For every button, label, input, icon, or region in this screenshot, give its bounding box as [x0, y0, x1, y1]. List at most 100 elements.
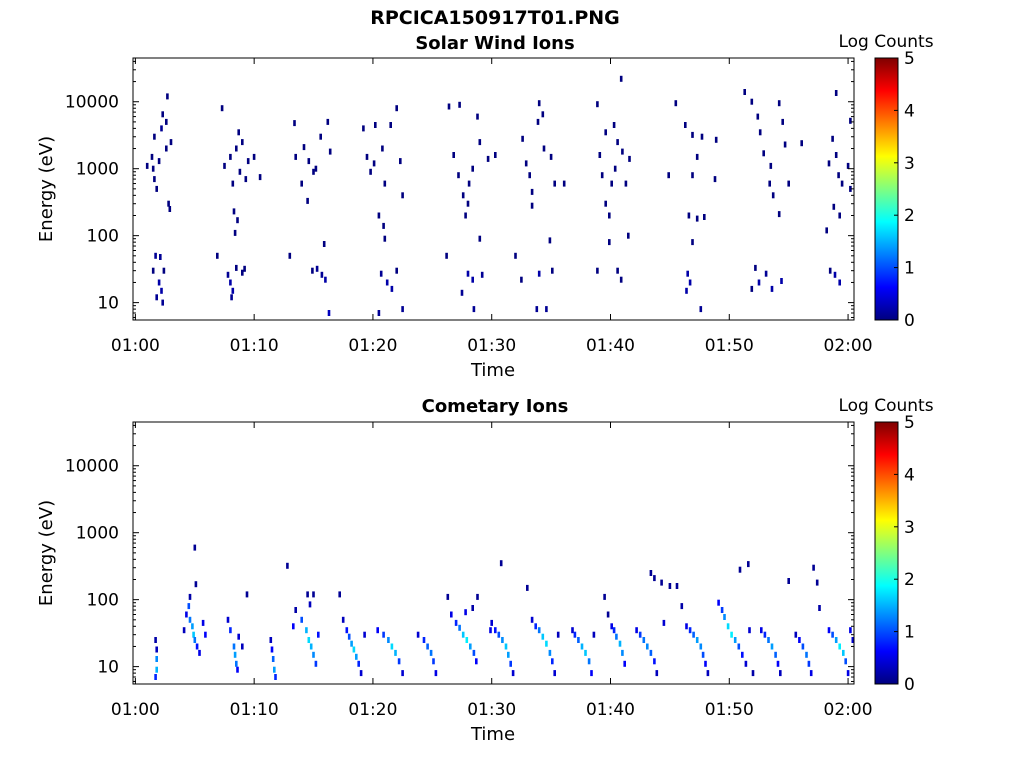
heatmap-cell [191, 623, 194, 630]
heatmap-cell [769, 162, 773, 169]
heatmap-cell [767, 637, 770, 643]
colorbar-tick-label: 5 [904, 413, 915, 433]
heatmap-cell [530, 188, 534, 195]
heatmap-cell [720, 607, 724, 613]
heatmap-cell [832, 203, 836, 210]
heatmap-cell [704, 660, 707, 667]
heatmap-cell [486, 155, 490, 162]
heatmap-cell [382, 631, 385, 638]
heatmap-cell [584, 649, 587, 656]
heatmap-cell [737, 643, 741, 650]
heatmap-cell [535, 306, 539, 313]
colorbar-tick-label: 5 [904, 49, 915, 69]
heatmap-cell [244, 176, 248, 183]
heatmap-cell [699, 643, 703, 650]
heatmap-cell [616, 267, 619, 274]
x-tick-label: 01:00 [111, 700, 160, 720]
heatmap-cell [434, 670, 438, 677]
heatmap-cell [312, 168, 315, 175]
heatmap-cell [794, 631, 798, 638]
heatmap-cell [231, 180, 235, 187]
heatmap-cell [520, 276, 523, 283]
heatmap-cell [494, 627, 497, 634]
heatmap-cell [603, 593, 606, 600]
heatmap-cell [394, 649, 397, 656]
plot-frame [132, 57, 855, 321]
heatmap-cell [840, 180, 844, 187]
heatmap-cell [834, 637, 838, 643]
heatmap-cell [472, 306, 476, 313]
heatmap-cell [800, 140, 803, 147]
heatmap-cell [537, 627, 541, 634]
heatmap-cell [341, 616, 345, 623]
heatmap-cell [480, 271, 484, 278]
heatmap-cell [416, 631, 420, 638]
heatmap-cell [596, 267, 599, 274]
heatmap-cell [294, 607, 297, 613]
heatmap-cell [399, 158, 402, 165]
heatmap-cell [185, 611, 188, 618]
heatmap-cell [471, 165, 474, 172]
heatmap-cell [390, 643, 394, 650]
heatmap-cell [390, 285, 394, 292]
heatmap-cell [827, 160, 831, 167]
x-tick-label: 01:50 [705, 336, 754, 356]
y-axis: 10 100 1000 10000 [65, 424, 854, 682]
heatmap-cell [241, 643, 244, 650]
heatmap-cell [514, 252, 517, 259]
heatmap-cell [293, 120, 296, 127]
heatmap-cell [590, 670, 593, 677]
heatmap-cell [524, 160, 528, 167]
heatmap-cell [204, 631, 207, 638]
heatmap-cell [507, 651, 510, 658]
heatmap-cell [553, 670, 556, 677]
heatmap-cell [475, 658, 478, 665]
heatmap-cell [624, 180, 628, 187]
x-tick-label: 02:00 [824, 700, 873, 720]
heatmap-cell [787, 578, 790, 584]
heatmap-cell [541, 633, 545, 640]
heatmap-cell [229, 627, 232, 634]
heatmap-cell [762, 150, 765, 157]
heatmap-cell [610, 180, 613, 187]
colorbar-tick-label: 2 [904, 570, 915, 590]
colorbar-tick-label: 4 [904, 101, 915, 121]
heatmap-cell [401, 306, 404, 313]
heatmap-cell [155, 294, 158, 301]
heatmap-cell [309, 643, 313, 650]
heatmap-cell [838, 279, 841, 286]
heatmap-cell [161, 299, 164, 306]
heatmap-cell [730, 631, 733, 638]
heatmap-cell [667, 172, 670, 179]
heatmap-cell [226, 616, 230, 623]
heatmap-cell [387, 637, 390, 643]
heatmap-cell [660, 579, 663, 586]
x-tick-label: 02:00 [824, 336, 873, 356]
x-tick-label: 01:40 [586, 700, 635, 720]
heatmap-cell [545, 306, 548, 313]
colorbar-tick-label: 3 [904, 154, 915, 174]
heatmap-cell [401, 670, 404, 677]
heatmap-cell [537, 100, 541, 107]
heatmap-cell [307, 637, 311, 643]
heatmap-cell [551, 658, 554, 665]
x-axis-label: Time [470, 360, 515, 381]
heatmap-cell [150, 153, 154, 160]
heatmap-cell [464, 212, 467, 219]
heatmap-cell [653, 575, 656, 582]
heatmap-cell [627, 232, 630, 239]
heatmap-cell [771, 192, 775, 199]
heatmap-cells [145, 75, 852, 316]
heatmap-cell [233, 651, 237, 658]
heatmap-cell [638, 631, 642, 638]
heatmap-cell [362, 125, 365, 132]
heatmap-cells [154, 544, 855, 680]
heatmap-cell [305, 627, 308, 634]
y-tick-label: 100 [87, 227, 119, 247]
heatmap-cell [770, 643, 774, 650]
heatmap-cell [825, 227, 828, 234]
heatmap-cell [834, 152, 838, 158]
heatmap-cell [530, 202, 534, 209]
heatmap-cell [692, 631, 695, 638]
